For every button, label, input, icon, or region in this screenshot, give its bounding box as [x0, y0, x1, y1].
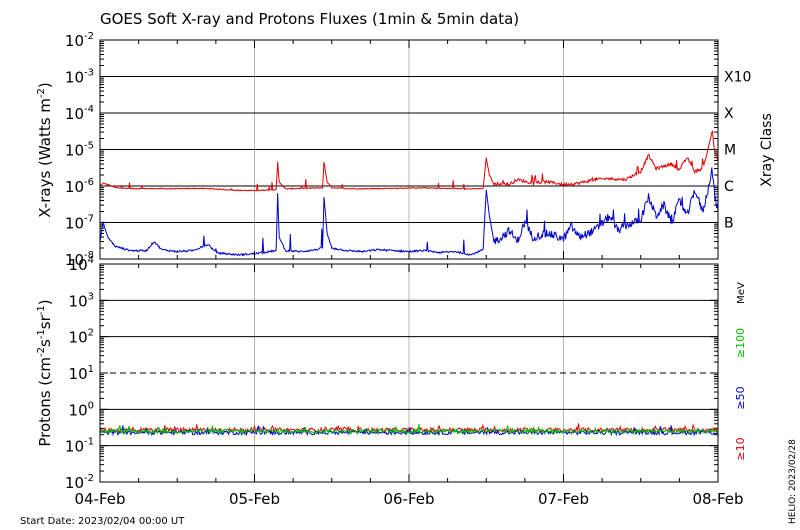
x-tick-label: 04-Feb — [74, 490, 125, 508]
start-date-label: Start Date: 2023/02/04 00:00 UT — [20, 516, 185, 527]
chart-title: GOES Soft X-ray and Protons Fluxes (1min… — [100, 10, 519, 28]
y-tick-label: 101 — [69, 364, 94, 383]
x-tick-label: 08-Feb — [692, 490, 743, 508]
helio-date-label: HELIO: 2023/02/28 — [788, 439, 798, 524]
proton-channel-label: ≥50 — [734, 386, 747, 409]
xray-long-series — [99, 130, 719, 192]
y-tick-label: 10-2 — [65, 31, 94, 50]
xray-class-label-m: M — [724, 143, 736, 159]
proton-channel-label: ≥100 — [734, 328, 747, 358]
xray-class-label-c: C — [724, 179, 734, 195]
y-tick-label: 102 — [69, 328, 94, 347]
xray-class-label-x: X — [724, 106, 734, 122]
xray-short-series — [99, 167, 719, 257]
y-tick-label: 10-2 — [65, 473, 94, 492]
x-tick-label: 07-Feb — [538, 490, 589, 508]
proton-unit-label: MeV — [736, 282, 747, 304]
x-tick-label: 06-Feb — [383, 490, 434, 508]
y-tick-label: 10-8 — [65, 250, 94, 269]
y-tick-label: 100 — [69, 400, 94, 419]
y-tick-label: 10-6 — [65, 177, 94, 196]
y-tick-label: 10-3 — [65, 68, 94, 87]
proton-panel: 10-2 10-1 100 101 102 103 104 04-Feb 05-Feb 06-Fe… — [36, 255, 747, 508]
xray-class-label-x10: X10 — [724, 70, 751, 86]
y-tick-label: 10-4 — [65, 104, 94, 123]
y-tick-label: 10-7 — [65, 214, 94, 233]
y-tick-label: 10-5 — [65, 141, 94, 160]
plot-frame — [99, 263, 719, 483]
xray-y-axis-label: X-rays (Watts m-2) — [36, 82, 54, 217]
xray-class-label-b: B — [724, 216, 734, 232]
proton-channel-label: ≥10 — [734, 437, 747, 460]
proton-y-axis-label: Protons (cm-2s-1sr-1) — [36, 299, 54, 446]
x-tick-label: 05-Feb — [229, 490, 280, 508]
xray-class-title: Xray Class — [759, 113, 775, 187]
proton-series-100 — [99, 423, 719, 436]
xray-panel: 10-8 10-7 10-6 10-5 10-4 10-3 10-2 X-rays (Watt… — [36, 31, 775, 269]
y-tick-label: 104 — [69, 255, 94, 274]
y-tick-label: 103 — [69, 291, 94, 310]
y-tick-label: 10-1 — [65, 437, 94, 456]
plot-frame — [99, 39, 719, 260]
